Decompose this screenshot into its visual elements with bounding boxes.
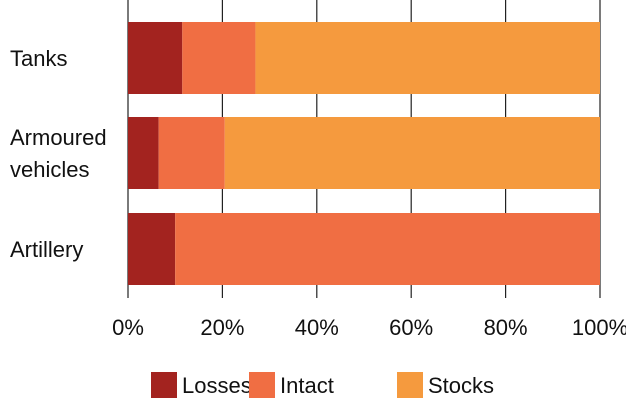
x-tick-label: 40%	[295, 315, 339, 340]
legend-label-losses: Losses	[182, 373, 252, 398]
bar-segment-stocks	[255, 22, 600, 94]
category-label: Artillery	[10, 237, 83, 262]
bar-segment-losses	[128, 22, 183, 94]
x-tick-label: 100%	[572, 315, 626, 340]
bars	[128, 22, 600, 285]
category-label: Tanks	[10, 46, 67, 71]
legend-swatch-intact	[249, 372, 275, 398]
legend-label-stocks: Stocks	[428, 373, 494, 398]
x-tick-label: 20%	[200, 315, 244, 340]
category-label: Armoured vehicles	[10, 125, 107, 182]
bar-segment-intact	[158, 117, 225, 189]
x-tick-label: 0%	[112, 315, 144, 340]
bar-segment-losses	[128, 213, 176, 285]
category-labels: Tanks Armoured vehicles Artillery	[10, 46, 107, 262]
bar-segment-losses	[128, 117, 159, 189]
x-tick-label: 60%	[389, 315, 433, 340]
bar-segment-intact	[175, 213, 600, 285]
legend-label-intact: Intact	[280, 373, 334, 398]
x-axis-ticks: 0% 20% 40% 60% 80% 100%	[112, 315, 626, 340]
bar-segment-intact	[182, 22, 256, 94]
legend-swatch-losses	[151, 372, 177, 398]
x-tick-label: 80%	[484, 315, 528, 340]
legend-swatch-stocks	[397, 372, 423, 398]
bar-segment-stocks	[224, 117, 600, 189]
legend: Losses Intact Stocks	[151, 372, 494, 398]
